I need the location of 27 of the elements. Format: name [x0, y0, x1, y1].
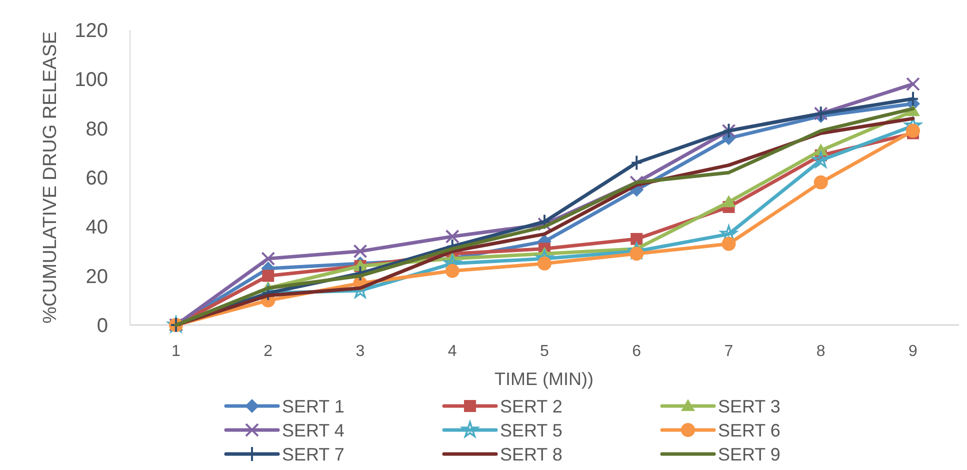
- legend-label: SERT 3: [718, 396, 780, 416]
- legend-label: SERT 5: [500, 420, 562, 440]
- x-tick-label: 8: [816, 343, 826, 360]
- x-tick-label: 3: [356, 343, 365, 360]
- y-axis-title: %CUMULATIVE DRUG RELEASE: [40, 31, 61, 324]
- x-tick-label: 6: [632, 343, 642, 360]
- y-tick-label: 120: [74, 20, 108, 42]
- x-tick-label: 7: [724, 343, 734, 360]
- legend-label: SERT 2: [500, 396, 562, 416]
- x-tick-label: 5: [540, 343, 550, 360]
- y-tick-label: 0: [96, 315, 108, 337]
- legend-label: SERT 1: [282, 396, 344, 416]
- legend-label: SERT 9: [718, 444, 780, 464]
- y-tick-label: 100: [74, 69, 108, 92]
- legend-label: SERT 6: [718, 420, 780, 440]
- x-tick-label: 2: [264, 343, 273, 360]
- legend-label: SERT 8: [500, 444, 562, 464]
- x-tick-label: 4: [448, 343, 457, 360]
- x-axis-title: TIME (MIN)): [494, 369, 594, 389]
- legend-label: SERT 4: [282, 420, 344, 440]
- y-tick-label: 60: [86, 168, 108, 190]
- y-tick-label: 40: [86, 216, 108, 239]
- legend-label: SERT 7: [282, 444, 344, 464]
- x-tick-label: 9: [908, 343, 918, 360]
- y-tick-label: 80: [86, 118, 108, 140]
- x-tick-label: 1: [172, 343, 181, 360]
- y-tick-label: 20: [86, 266, 108, 288]
